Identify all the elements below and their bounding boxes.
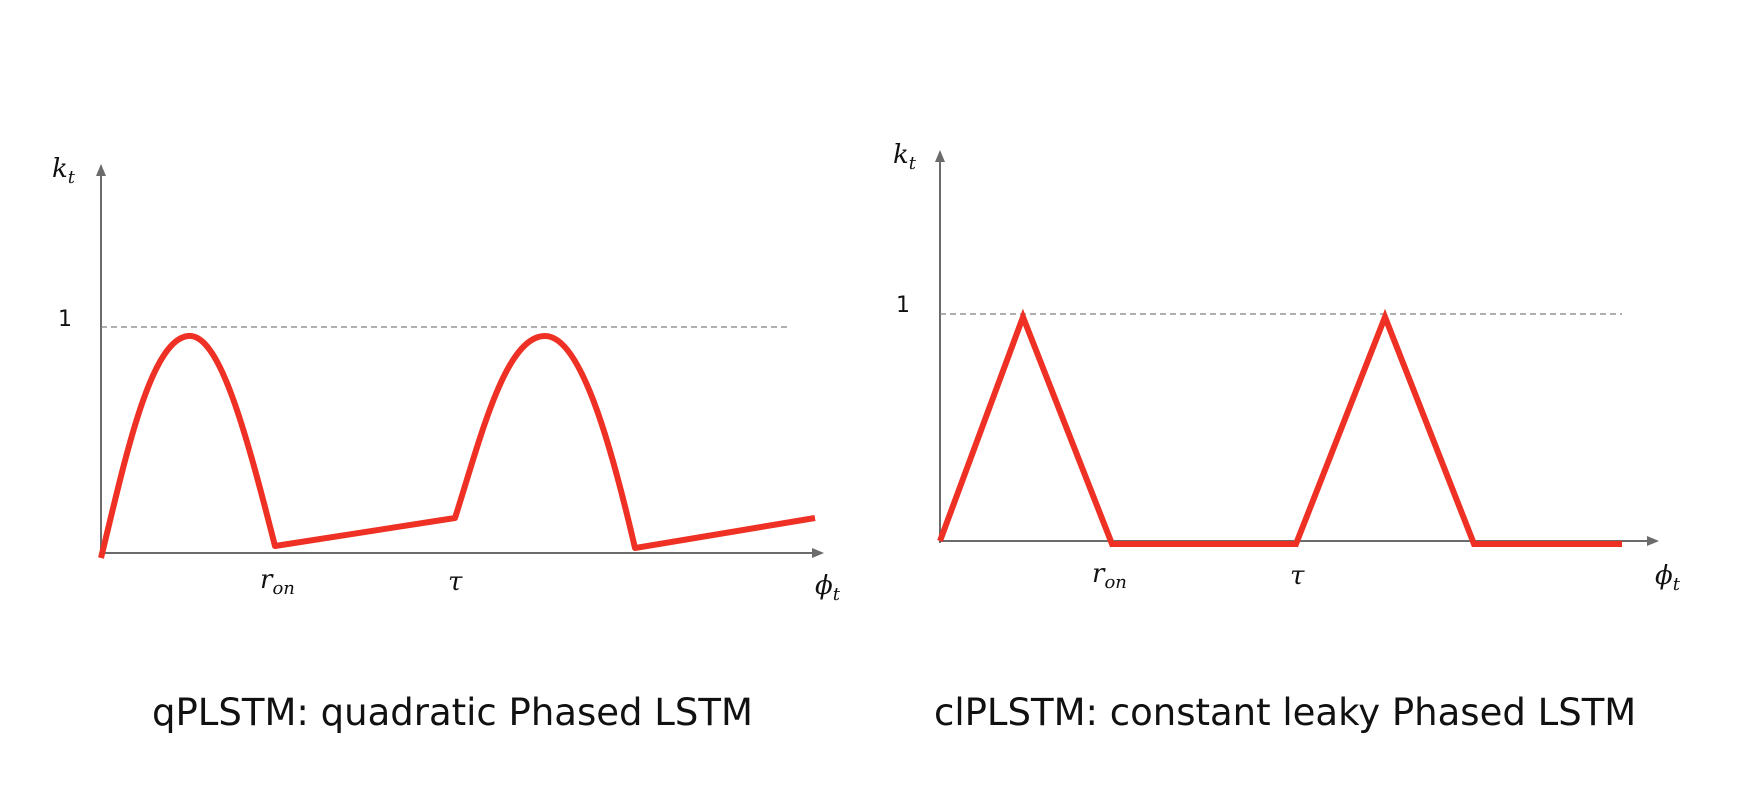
caption: qPLSTM: quadratic Phased LSTM <box>152 691 753 734</box>
gate-curve <box>98 333 816 559</box>
x-tick-ron: ron <box>260 565 295 599</box>
y-tick-1: 1 <box>896 293 910 318</box>
x-axis-label: ϕt <box>1655 561 1681 595</box>
x-tick-tau: τ <box>448 567 463 597</box>
y-tick-1: 1 <box>58 307 72 332</box>
x-tick-tau: τ <box>1290 561 1305 591</box>
caption: clPLSTM: constant leaky Phased LSTM <box>934 691 1636 734</box>
x-tick-ron: ron <box>1092 559 1127 593</box>
y-axis-label: kt <box>52 154 76 188</box>
panel-clplstm: kt 1 ron τ ϕt clPLSTM: constant leaky Ph… <box>893 140 1681 734</box>
gate-curve <box>937 308 1622 547</box>
y-axis-label: kt <box>893 140 917 174</box>
panel-qplstm: kt 1 ron τ ϕt qPLSTM: quadratic Phased L… <box>52 154 841 734</box>
x-axis-label: ϕt <box>815 571 841 605</box>
